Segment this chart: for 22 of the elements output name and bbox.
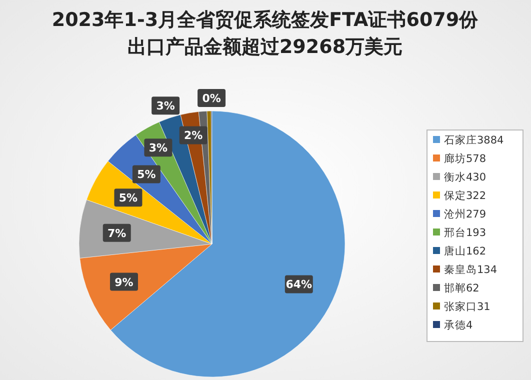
legend-label: 廊坊578 (444, 152, 486, 165)
data-label: 7% (108, 226, 126, 240)
data-label: 9% (114, 276, 134, 289)
data-label: 3% (148, 142, 168, 155)
legend-label: 沧州279 (444, 208, 486, 220)
legend-label: 唐山162 (444, 244, 486, 258)
data-label: 64% (286, 278, 312, 292)
legend-label: 保定322 (444, 189, 486, 202)
legend-label: 衡水430 (444, 170, 486, 184)
legend-label: 邯郸62 (444, 282, 480, 294)
data-label: 3% (156, 100, 175, 113)
legend-label: 张家口31 (444, 300, 490, 313)
data-label: 5% (137, 168, 156, 182)
legend-label: 邢台193 (444, 226, 486, 239)
chart-subtitle: 出口产品金额超过29268万美元 (127, 36, 403, 58)
chart-title: 2023年1-3月全省贸促系统签发FTA证书6079份 (52, 9, 480, 31)
slice-label: 石家庄3884 (444, 134, 504, 146)
data-label: 0% (202, 92, 221, 105)
legend-label: 承德4 (444, 320, 473, 332)
legend-label: 秦皇岛134 (444, 264, 498, 276)
data-label: 2% (184, 129, 203, 142)
data-label: 5% (118, 192, 138, 205)
